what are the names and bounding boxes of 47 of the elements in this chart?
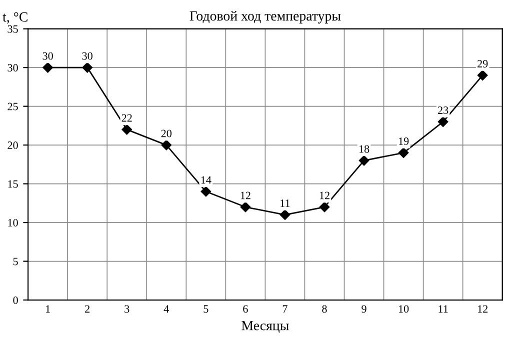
data-label: 20 — [161, 130, 172, 138]
point — [200, 186, 212, 197]
x-tick-label: 5 — [204, 305, 208, 313]
point — [42, 62, 53, 73]
y-tick-label: 30 — [8, 64, 18, 72]
x-tick-label: 1 — [46, 305, 50, 313]
y-axis-title: t, °C — [2, 12, 28, 24]
x-tick-label: 9 — [362, 305, 366, 313]
x-tick-label: 4 — [164, 305, 169, 313]
x-tick-label: 10 — [398, 305, 409, 313]
y-tick-label: 5 — [13, 258, 18, 266]
point — [358, 155, 370, 166]
data-label: 30 — [82, 52, 92, 60]
data-label: 11 — [280, 200, 290, 207]
chart-title: Годовой ход температуры — [190, 10, 341, 24]
x-tick-label: 12 — [478, 305, 488, 313]
point — [122, 124, 132, 135]
x-tick-label: 8 — [322, 305, 327, 313]
y-tick-label: 25 — [8, 102, 18, 110]
x-tick-label: 2 — [85, 305, 90, 313]
x-axis-title: Месяцы — [242, 321, 289, 333]
point — [240, 202, 251, 212]
point — [319, 202, 330, 212]
x-tick-label: 3 — [124, 305, 130, 313]
x-tick-label: 7 — [282, 305, 288, 313]
data-label: 30 — [42, 52, 53, 60]
y-tick-label: 35 — [8, 25, 18, 33]
point — [82, 62, 92, 73]
y-tick-label: 0 — [13, 296, 18, 304]
y-tick-label: 20 — [8, 142, 18, 150]
data-label: 29 — [478, 60, 488, 68]
data-label: 12 — [240, 192, 250, 200]
data-label: 23 — [438, 106, 448, 114]
data-label: 18 — [359, 145, 370, 153]
point — [161, 140, 172, 150]
x-tick-label: 6 — [243, 305, 248, 313]
data-label: 12 — [320, 192, 330, 200]
data-label: 19 — [398, 138, 409, 145]
point — [477, 70, 488, 80]
y-tick-label: 15 — [8, 180, 18, 188]
point — [280, 210, 290, 220]
data-label: 14 — [201, 176, 212, 184]
x-tick-label: 11 — [438, 305, 448, 313]
point — [398, 148, 409, 158]
data-label: 22 — [122, 114, 132, 122]
y-tick-label: 10 — [8, 218, 18, 226]
point — [438, 116, 448, 127]
